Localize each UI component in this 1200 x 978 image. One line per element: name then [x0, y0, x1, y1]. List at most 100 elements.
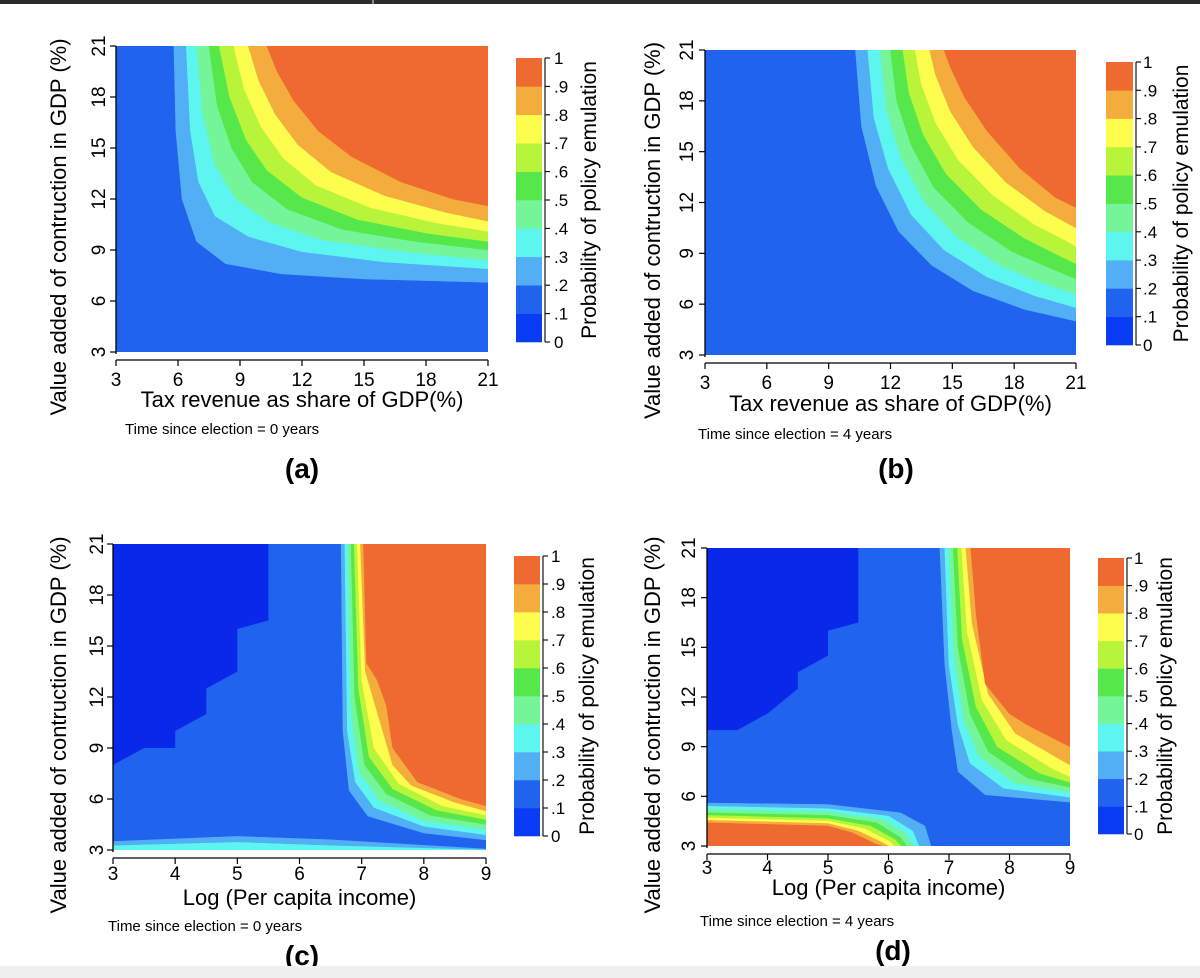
panel-b: 3 6 9 12 15 18 21 3 6 9 12 15 18 21 Tax revenue as sha… [640, 39, 1193, 484]
colorbar-tick-label: .4 [1134, 715, 1148, 734]
y-tick-label: 21 [677, 39, 698, 60]
window-bottom-bar [0, 966, 1200, 978]
colorbar-title: Probability of policy emulation [576, 557, 599, 835]
colorbar-swatch [1106, 175, 1133, 204]
plot-area [113, 544, 486, 850]
colorbar-tick-label: 0 [551, 827, 560, 846]
y-axis-title: Value added of contruction in GDP (%) [46, 38, 71, 415]
colorbar-tick-label: .2 [1134, 770, 1148, 789]
colorbar-swatch [1106, 203, 1133, 233]
colorbar: 0 .1 .2 .3 .4 .5 .6 .7 .8 .9 1 Probability of polic… [1098, 549, 1177, 844]
colorbar-swatch [1106, 288, 1133, 317]
panel-label: (d) [875, 935, 911, 966]
y-tick-label: 6 [677, 299, 698, 310]
panel-note: Time since election = 4 years [700, 913, 894, 930]
y-tick-label: 9 [87, 743, 108, 754]
colorbar-tick-label: .5 [551, 687, 565, 706]
colorbar-tick-label: .2 [1143, 279, 1157, 298]
x-tick-label: 5 [823, 858, 834, 879]
colorbar-tick-label: 1 [551, 547, 560, 566]
colorbar-tick-label: .5 [554, 191, 568, 210]
colorbar-swatch [516, 143, 542, 172]
colorbar-swatch [1098, 668, 1124, 697]
colorbar-swatch [1098, 613, 1124, 642]
x-tick-label: 18 [415, 370, 436, 391]
x-tick-label: 9 [481, 864, 492, 885]
colorbar-tick-label: .3 [1134, 742, 1148, 761]
contour-region-dark [707, 548, 859, 731]
panel-note: Time since election = 0 years [125, 421, 319, 438]
y-tick-label: 3 [89, 347, 110, 358]
x-tick-label: 4 [170, 864, 181, 885]
colorbar-tick-label: .6 [1134, 659, 1148, 678]
colorbar-tick-label: .6 [1143, 166, 1157, 185]
x-tick-label: 3 [108, 864, 119, 885]
panel-d: 3 4 5 6 7 8 9 3 6 9 12 15 18 21 Log (Per capita income… [640, 536, 1177, 966]
contour-region [113, 842, 486, 850]
colorbar-swatch [1106, 316, 1133, 346]
panel-note: Time since election = 4 years [698, 426, 892, 443]
colorbar-tick-label: .3 [551, 743, 565, 762]
colorbar-tick-label: .8 [1143, 110, 1157, 129]
x-tick-label: 4 [762, 858, 773, 879]
contour-region [116, 324, 142, 352]
y-tick-label: 12 [679, 686, 700, 707]
colorbar: 0 .1 .2 .3 .4 .5 .6 .7 .8 .9 1 Probability of polic… [516, 49, 601, 352]
panel-label: (b) [878, 453, 914, 484]
colorbar-swatch [514, 696, 540, 725]
x-axis-title: Tax revenue as share of GDP(%) [141, 387, 464, 412]
colorbar-swatch [514, 668, 540, 697]
x-tick-label: 6 [762, 373, 773, 394]
contour-region [970, 548, 1070, 748]
y-tick-label: 21 [87, 533, 108, 554]
y-tick-label: 18 [677, 90, 698, 111]
x-tick-label: 8 [419, 864, 430, 885]
colorbar-tick-label: .9 [1134, 577, 1148, 596]
colorbar-swatch [1106, 62, 1133, 91]
x-tick-label: 3 [111, 370, 122, 391]
colorbar-tick-label: .6 [554, 163, 568, 182]
window-top-bar [0, 0, 1200, 4]
colorbar-swatch [516, 313, 542, 343]
colorbar-swatch [516, 86, 542, 116]
colorbar-tick-label: .4 [554, 219, 568, 238]
y-tick-label: 6 [87, 794, 108, 805]
colorbar-swatch [514, 584, 540, 613]
colorbar-swatch [516, 256, 542, 286]
colorbar-tick-label: 0 [554, 333, 563, 352]
colorbar-swatch [514, 808, 540, 837]
y-tick-label: 15 [677, 141, 698, 162]
colorbar-tick-label: .7 [551, 631, 565, 650]
colorbar-swatch [516, 200, 542, 229]
contour-region [943, 50, 1076, 208]
y-axis-title: Value added of contruction in GDP (%) [640, 536, 665, 913]
x-axis-title: Tax revenue as share of GDP(%) [729, 391, 1052, 416]
colorbar-tick-label: .7 [1134, 632, 1148, 651]
colorbar: 0 .1 .2 .3 .4 .5 .6 .7 .8 .9 1 Probability of polic… [1106, 53, 1193, 355]
colorbar-tick-label: .9 [554, 77, 568, 96]
colorbar-tick-label: .9 [1143, 81, 1157, 100]
colorbar-tick-label: .4 [551, 715, 565, 734]
panel-a: 3 6 9 12 15 18 21 3 6 9 12 15 18 21 Tax revenue as sha… [46, 35, 601, 484]
x-tick-label: 15 [942, 373, 963, 394]
y-tick-label: 18 [89, 86, 110, 107]
colorbar-title: Probability of policy emulation [1154, 557, 1177, 835]
contour-region [266, 46, 488, 207]
colorbar-tick-label: 1 [1134, 549, 1143, 568]
colorbar-swatch [516, 228, 542, 258]
x-tick-label: 9 [823, 373, 834, 394]
colorbar-tick-label: .4 [1143, 223, 1157, 242]
y-tick-label: 9 [679, 741, 700, 752]
x-tick-label: 12 [880, 373, 901, 394]
colorbar-tick-label: .9 [551, 575, 565, 594]
x-tick-label: 21 [1065, 373, 1086, 394]
x-tick-label: 12 [291, 370, 312, 391]
colorbar-tick-label: 0 [1134, 825, 1143, 844]
colorbar-swatch [514, 640, 540, 669]
colorbar-swatch [1098, 778, 1124, 807]
colorbar-tick-label: .7 [554, 134, 568, 153]
contour-region [363, 544, 486, 807]
colorbar-tick-label: .2 [554, 276, 568, 295]
colorbar-tick-label: .8 [1134, 604, 1148, 623]
